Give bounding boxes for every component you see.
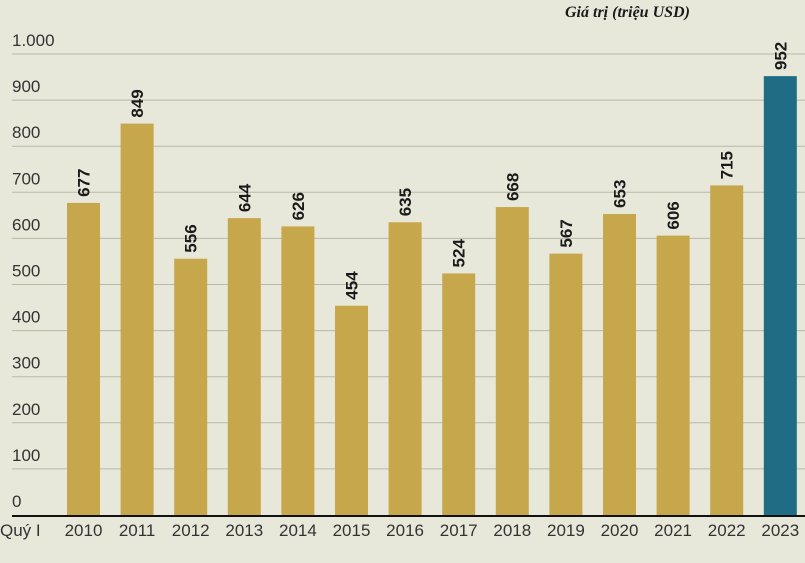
y-tick-label: 100 xyxy=(12,446,40,465)
bar-2023 xyxy=(763,76,797,516)
value-label: 644 xyxy=(235,183,254,212)
x-tick-label: 2016 xyxy=(386,521,424,540)
value-label: 524 xyxy=(450,239,469,268)
value-label: 677 xyxy=(75,169,94,197)
bar-2014 xyxy=(281,226,315,515)
x-tick-label: 2019 xyxy=(547,521,585,540)
value-label: 626 xyxy=(289,192,308,220)
value-label: 556 xyxy=(182,224,201,252)
value-label: 653 xyxy=(611,180,630,208)
x-tick-label: 2015 xyxy=(333,521,371,540)
value-label: 715 xyxy=(718,151,737,179)
unit-label: Giá trị (triệu USD) xyxy=(565,4,690,21)
value-label: 606 xyxy=(664,201,683,229)
x-tick-label: 2010 xyxy=(65,521,103,540)
x-tick-label: 2021 xyxy=(654,521,692,540)
x-tick-label: 2012 xyxy=(172,521,210,540)
y-tick-label: 800 xyxy=(12,123,40,142)
x-tick-label: 2017 xyxy=(440,521,478,540)
x-tick-label: 2023 xyxy=(761,521,799,540)
value-label: 952 xyxy=(771,42,790,70)
bar-2015 xyxy=(335,305,368,515)
value-label: 849 xyxy=(128,89,147,117)
x-tick-label: 2020 xyxy=(601,521,639,540)
x-tick-label: 2014 xyxy=(279,521,317,540)
value-label: 454 xyxy=(343,271,362,300)
bar-2012 xyxy=(174,258,208,515)
y-tick-label: 1.000 xyxy=(12,31,55,50)
x-tick-label: 2011 xyxy=(119,521,156,540)
y-tick-label: 400 xyxy=(12,308,40,327)
bar-2011 xyxy=(120,123,154,516)
y-tick-label: 300 xyxy=(12,354,40,373)
bar-2022 xyxy=(710,185,744,515)
value-label: 567 xyxy=(557,219,576,247)
bar-2010 xyxy=(67,202,100,515)
y-tick-label: 200 xyxy=(12,400,40,419)
x-axis-label: Quý I xyxy=(0,521,41,540)
x-tick-label: 2013 xyxy=(225,521,263,540)
bar-2016 xyxy=(388,222,422,515)
value-label: 635 xyxy=(396,188,415,216)
y-tick-label: 600 xyxy=(12,215,40,234)
bar-2013 xyxy=(227,218,261,515)
y-tick-label: 500 xyxy=(12,262,40,281)
y-tick-label: 900 xyxy=(12,77,40,96)
value-label: 668 xyxy=(503,173,522,201)
bar-2017 xyxy=(442,273,476,515)
bar-2018 xyxy=(495,207,529,515)
x-tick-label: 2018 xyxy=(493,521,531,540)
y-tick-label: 0 xyxy=(12,492,21,511)
bar-2019 xyxy=(549,253,583,515)
y-tick-label: 700 xyxy=(12,169,40,188)
bar-2020 xyxy=(603,213,636,516)
bar-2021 xyxy=(656,235,690,515)
x-tick-label: 2022 xyxy=(708,521,746,540)
